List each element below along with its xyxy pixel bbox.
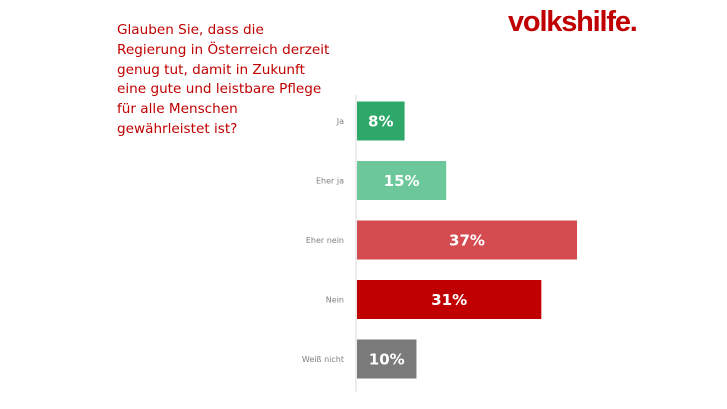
bar-weiss-nicht [357, 339, 417, 379]
data-label-eher-nein: 37% [449, 232, 485, 250]
category-label-eher-nein: Eher nein [306, 236, 344, 245]
bar-ja [357, 101, 405, 141]
bars-layer: Ja 8% Eher ja 15% Eher nein 37% Nein 31% Weiß ni… [302, 101, 577, 379]
data-label-ja: 8% [368, 113, 393, 131]
category-label-nein: Nein [326, 296, 344, 305]
category-label-eher-ja: Eher ja [316, 177, 344, 186]
survey-question: Glauben Sie, dass die Regierung in Öster… [117, 22, 330, 137]
bar-nein [357, 280, 542, 319]
category-label-ja: Ja [336, 117, 344, 126]
volkshilfe-logo: volkshilfe. [508, 6, 638, 38]
bar-eher-nein [357, 220, 577, 260]
data-label-weiss-nicht: 10% [369, 351, 405, 369]
bar-eher-ja [357, 161, 447, 200]
category-label-weiss-nicht: Weiß nicht [302, 355, 344, 364]
data-label-nein: 31% [431, 291, 467, 309]
data-label-eher-ja: 15% [384, 172, 420, 190]
